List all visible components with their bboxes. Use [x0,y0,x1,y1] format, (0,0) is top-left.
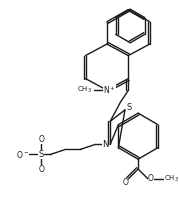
Text: O: O [148,175,154,183]
Text: O: O [38,135,44,144]
Text: O: O [38,165,44,174]
Text: CH$_3$: CH$_3$ [164,174,179,184]
Text: N: N [102,140,108,149]
Text: O: O [122,178,128,187]
Text: O$^-$: O$^-$ [16,149,29,160]
Text: S: S [39,150,44,159]
Text: S: S [126,103,132,112]
Text: CH$_3$: CH$_3$ [77,85,92,95]
Text: N$^+$: N$^+$ [103,84,116,96]
